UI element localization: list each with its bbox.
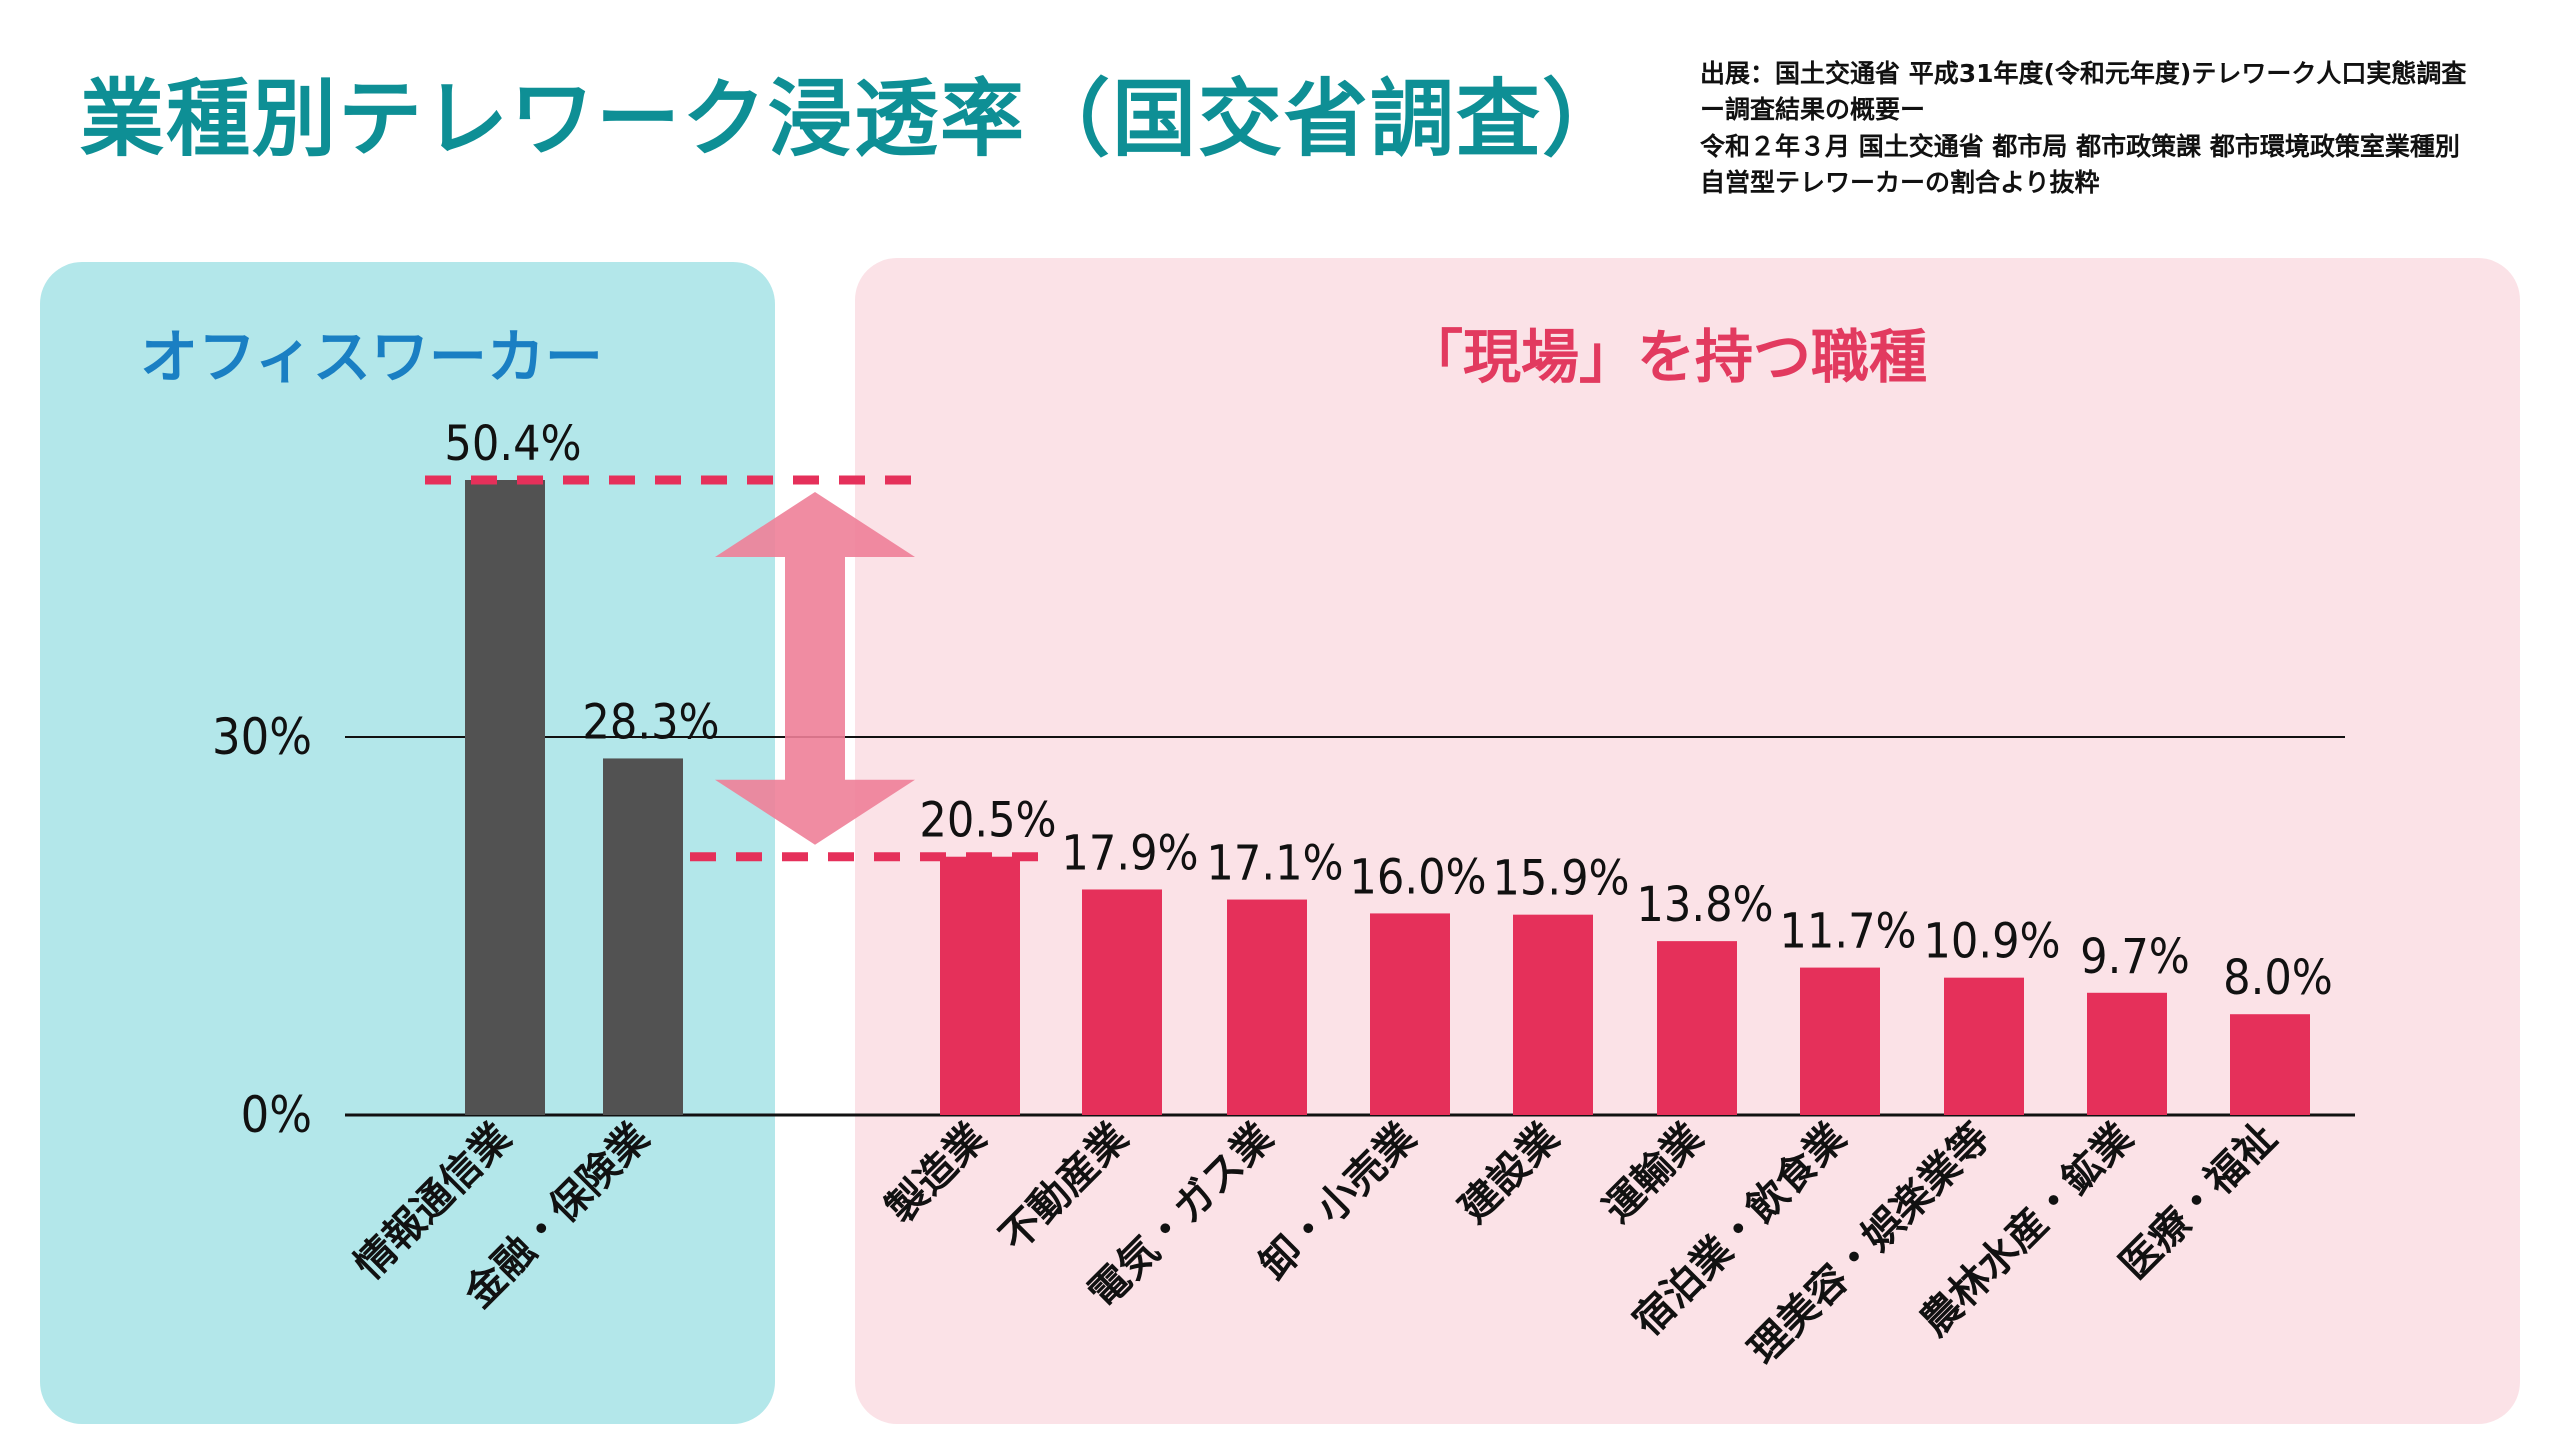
category-label: 建設業 bbox=[1451, 1115, 1568, 1232]
page-title: 業種別テレワーク浸透率（国交省調査） bbox=[80, 70, 1629, 168]
bar bbox=[1800, 967, 1880, 1115]
value-label: 9.7% bbox=[2080, 929, 2190, 985]
double-arrow-icon bbox=[715, 492, 915, 845]
source-line: 出展：国土交通省 平成31年度(令和元年度)テレワーク人口実態調査 bbox=[1700, 59, 2467, 88]
value-label: 28.3% bbox=[582, 694, 719, 750]
value-label: 17.9% bbox=[1061, 825, 1198, 881]
bar bbox=[1370, 913, 1450, 1115]
category-label: 理美容・娯楽業等 bbox=[1740, 1115, 1999, 1374]
value-label: 15.9% bbox=[1492, 851, 1629, 907]
field-jobs-label: 「現場」を持つ職種 bbox=[1405, 323, 1928, 391]
category-label: 不動産業 bbox=[991, 1115, 1137, 1261]
value-label: 8.0% bbox=[2223, 950, 2333, 1006]
source-note: 出展：国土交通省 平成31年度(令和元年度)テレワーク人口実態調査 ー調査結果の… bbox=[1700, 56, 2540, 201]
y-tick-label: 30% bbox=[212, 708, 312, 766]
office-worker-label: オフィスワーカー bbox=[140, 323, 603, 391]
bar bbox=[2230, 1014, 2310, 1115]
source-line: 令和２年３月 国土交通省 都市局 都市政策課 都市環境政策室業種別 bbox=[1700, 131, 2460, 161]
category-label: 運輸業 bbox=[1595, 1115, 1712, 1232]
bar bbox=[1513, 914, 1593, 1115]
bar bbox=[2087, 992, 2167, 1115]
bar bbox=[940, 856, 1020, 1115]
bar bbox=[1082, 889, 1162, 1115]
source-line: ー調査結果の概要ー bbox=[1700, 95, 1926, 125]
y-tick-label: 0% bbox=[241, 1086, 312, 1144]
field-jobs-panel bbox=[855, 258, 2520, 1424]
value-label: 20.5% bbox=[919, 793, 1056, 849]
bar bbox=[1944, 977, 2024, 1115]
category-label: 製造業 bbox=[878, 1115, 995, 1232]
value-label: 17.1% bbox=[1206, 836, 1343, 892]
bar bbox=[603, 758, 683, 1115]
value-label: 16.0% bbox=[1349, 849, 1486, 905]
bar bbox=[1657, 941, 1737, 1115]
value-label: 13.8% bbox=[1636, 877, 1773, 933]
value-label: 10.9% bbox=[1923, 914, 2060, 970]
value-label: 11.7% bbox=[1779, 904, 1916, 960]
bar bbox=[465, 480, 545, 1115]
category-label: 医療・福祉 bbox=[2111, 1115, 2285, 1289]
value-label: 50.4% bbox=[444, 416, 581, 472]
category-label: 卸・小売業 bbox=[1251, 1115, 1425, 1289]
bar bbox=[1227, 899, 1307, 1115]
source-line: 自営型テレワーカーの割合より抜粋 bbox=[1700, 167, 2100, 197]
